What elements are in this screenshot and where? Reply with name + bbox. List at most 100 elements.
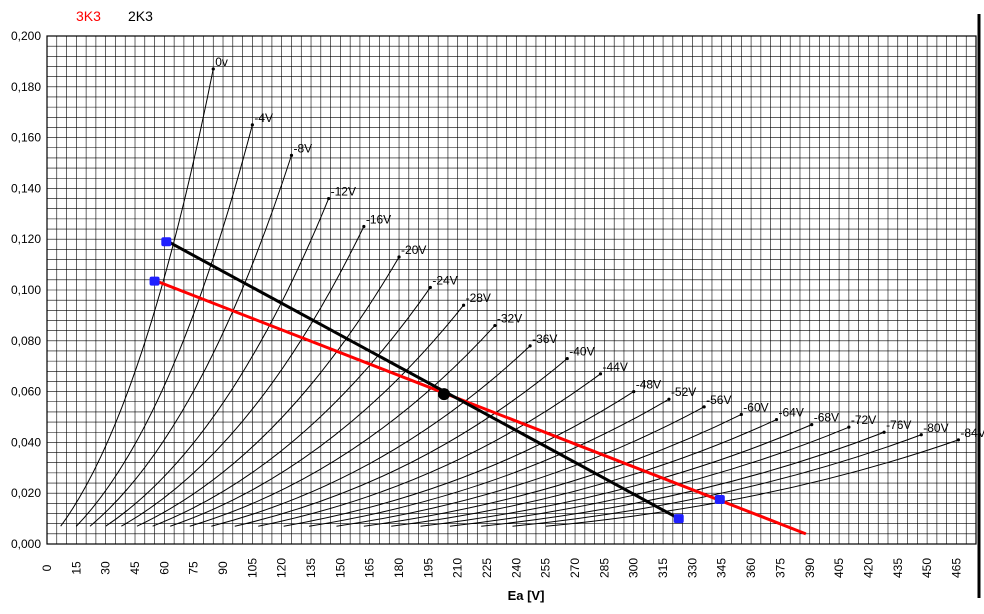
curve-label: -4V (254, 111, 273, 125)
x-tick-label: 255 (539, 558, 553, 578)
curve-label: -24V (432, 273, 457, 287)
x-tick-label: 135 (304, 558, 318, 578)
plate-curve (121, 226, 365, 527)
curve-label: -48V (636, 378, 661, 392)
data-point-2k3 (161, 237, 172, 247)
y-tick-label: 0,080 (11, 334, 41, 348)
plate-curve (258, 373, 601, 527)
curve-end-marker (528, 344, 532, 348)
x-tick-label: 120 (275, 558, 289, 578)
curve-label: -8V (293, 141, 312, 155)
curve-end-marker (493, 323, 497, 328)
curve-label: -80V (923, 421, 948, 435)
y-tick-label: 0,160 (11, 131, 41, 145)
x-tick-label: 0 (40, 564, 54, 571)
legend-item-2k3: 2K3 (128, 8, 153, 24)
plate-curve (89, 155, 292, 527)
x-tick-label: 450 (920, 558, 934, 578)
plate-curves (60, 67, 960, 527)
plate-curve (105, 198, 330, 527)
curve-label: -20V (401, 243, 426, 257)
x-tick-label: 435 (891, 558, 905, 578)
x-tick-label: 150 (333, 558, 347, 578)
x-tick-label: 195 (421, 558, 435, 578)
plate-curve (420, 424, 812, 527)
x-tick-label: 330 (685, 558, 699, 578)
curve-end-marker (397, 255, 401, 259)
plate-curve (545, 439, 959, 527)
curve-label: -76V (886, 418, 911, 432)
x-tick-label: 165 (363, 558, 377, 578)
x-tick-label: 300 (627, 558, 641, 578)
x-tick-label: 345 (715, 558, 729, 578)
operating-point-marker (438, 388, 451, 401)
y-tick-label: 0,060 (11, 385, 41, 399)
data-point-3k3 (149, 276, 160, 286)
plate-curve (152, 287, 431, 527)
y-tick-label: 0,020 (11, 486, 41, 500)
curve-end-marker (598, 372, 603, 376)
x-tick-label: 465 (949, 558, 963, 578)
plate-curve (136, 256, 400, 527)
plot-border (46, 35, 977, 545)
curve-label: -44V (602, 360, 627, 374)
curve-end-marker (702, 405, 706, 409)
curve-end-marker (289, 153, 294, 157)
x-tick-label: 405 (832, 558, 846, 578)
plate-curve (512, 434, 922, 527)
curve-end-marker (774, 417, 779, 422)
curve-label: -56V (706, 393, 731, 407)
data-point-2k3 (673, 514, 684, 524)
plate-curve (60, 68, 214, 527)
y-tick-label: 0,180 (11, 80, 41, 94)
y-tick-label: 0,200 (11, 29, 41, 43)
curve-end-marker (956, 438, 960, 442)
x-tick-label: 285 (597, 558, 611, 578)
x-tick-label: 270 (568, 558, 582, 578)
plate-curve (234, 358, 568, 527)
curve-label: -72V (851, 413, 876, 427)
curve-end-marker (250, 123, 254, 127)
curve-end-marker (810, 423, 814, 427)
x-axis-title: Ea [V] (508, 588, 545, 603)
y-tick-label: 0,120 (11, 232, 41, 246)
curve-end-marker (919, 433, 923, 437)
x-tick-label: 105 (245, 558, 259, 578)
chart-legend: 3K3 2K3 (0, 0, 984, 30)
x-tick-label: 15 (69, 561, 83, 575)
plate-curve (336, 406, 705, 527)
x-tick-label: 360 (744, 558, 758, 578)
x-tick-label: 225 (480, 558, 494, 578)
curve-end-marker (632, 390, 636, 394)
curve-label: -28V (466, 291, 491, 305)
curve-label: -52V (671, 385, 696, 399)
data-point-3k3 (714, 495, 725, 505)
curve-label: -32V (497, 312, 522, 326)
plate-curve (363, 414, 742, 527)
curve-label: -68V (814, 411, 839, 425)
load-line-3k3 (155, 279, 807, 536)
curve-label: -40V (569, 345, 594, 359)
curve-end-marker (428, 285, 432, 290)
curve-label: -36V (532, 332, 557, 346)
y-tick-label: 0,040 (11, 435, 41, 449)
plate-curve (189, 325, 496, 527)
y-tick-label: 0,140 (11, 181, 41, 195)
x-tick-label: 240 (509, 558, 523, 578)
plate-curve (391, 419, 777, 527)
x-tick-label: 75 (187, 561, 201, 575)
x-tick-label: 90 (216, 561, 230, 575)
curve-end-marker (847, 425, 851, 429)
x-tick-label: 375 (773, 558, 787, 578)
x-tick-label: 60 (157, 561, 171, 575)
y-tick-label: 0,000 (11, 537, 41, 551)
curve-label: -60V (743, 400, 768, 414)
legend-item-3k3: 3K3 (76, 8, 101, 24)
plate-curve (308, 398, 670, 527)
x-tick-label: 210 (451, 558, 465, 578)
plate-curve (170, 304, 464, 527)
curve-end-marker (739, 412, 743, 417)
curve-end-marker (327, 196, 331, 201)
x-tick-label: 30 (99, 561, 113, 575)
